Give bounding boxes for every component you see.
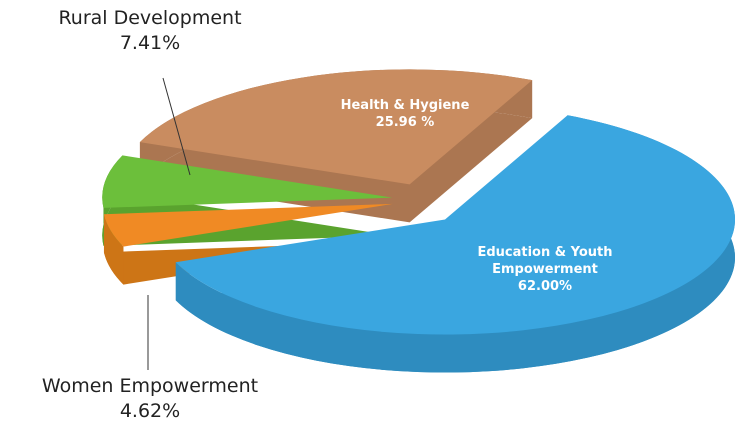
category-label: Education & Youth Empowerment	[477, 245, 613, 277]
value-label: 4.62%	[119, 399, 181, 422]
slice	[175, 115, 736, 335]
slice	[139, 69, 533, 185]
value-label: 62.00%	[517, 278, 573, 294]
value-label: 7.41%	[119, 31, 181, 54]
label: Rural Development 7.41%	[20, 6, 280, 55]
category-label: Health & Hygiene	[340, 98, 470, 113]
category-label: Rural Development	[58, 7, 242, 29]
category-label: Women Empowerment	[41, 375, 259, 397]
label: Education & Youth Empowerment 62.00%	[470, 245, 620, 296]
label: Women Empowerment 4.62%	[20, 374, 280, 423]
pie	[102, 69, 736, 373]
slice-side	[103, 214, 124, 285]
leader-line	[162, 77, 191, 176]
value-label: 25.96 %	[375, 114, 435, 130]
slice	[103, 203, 393, 247]
label: Health & Hygiene 25.96 %	[320, 98, 490, 132]
slice	[102, 155, 393, 208]
